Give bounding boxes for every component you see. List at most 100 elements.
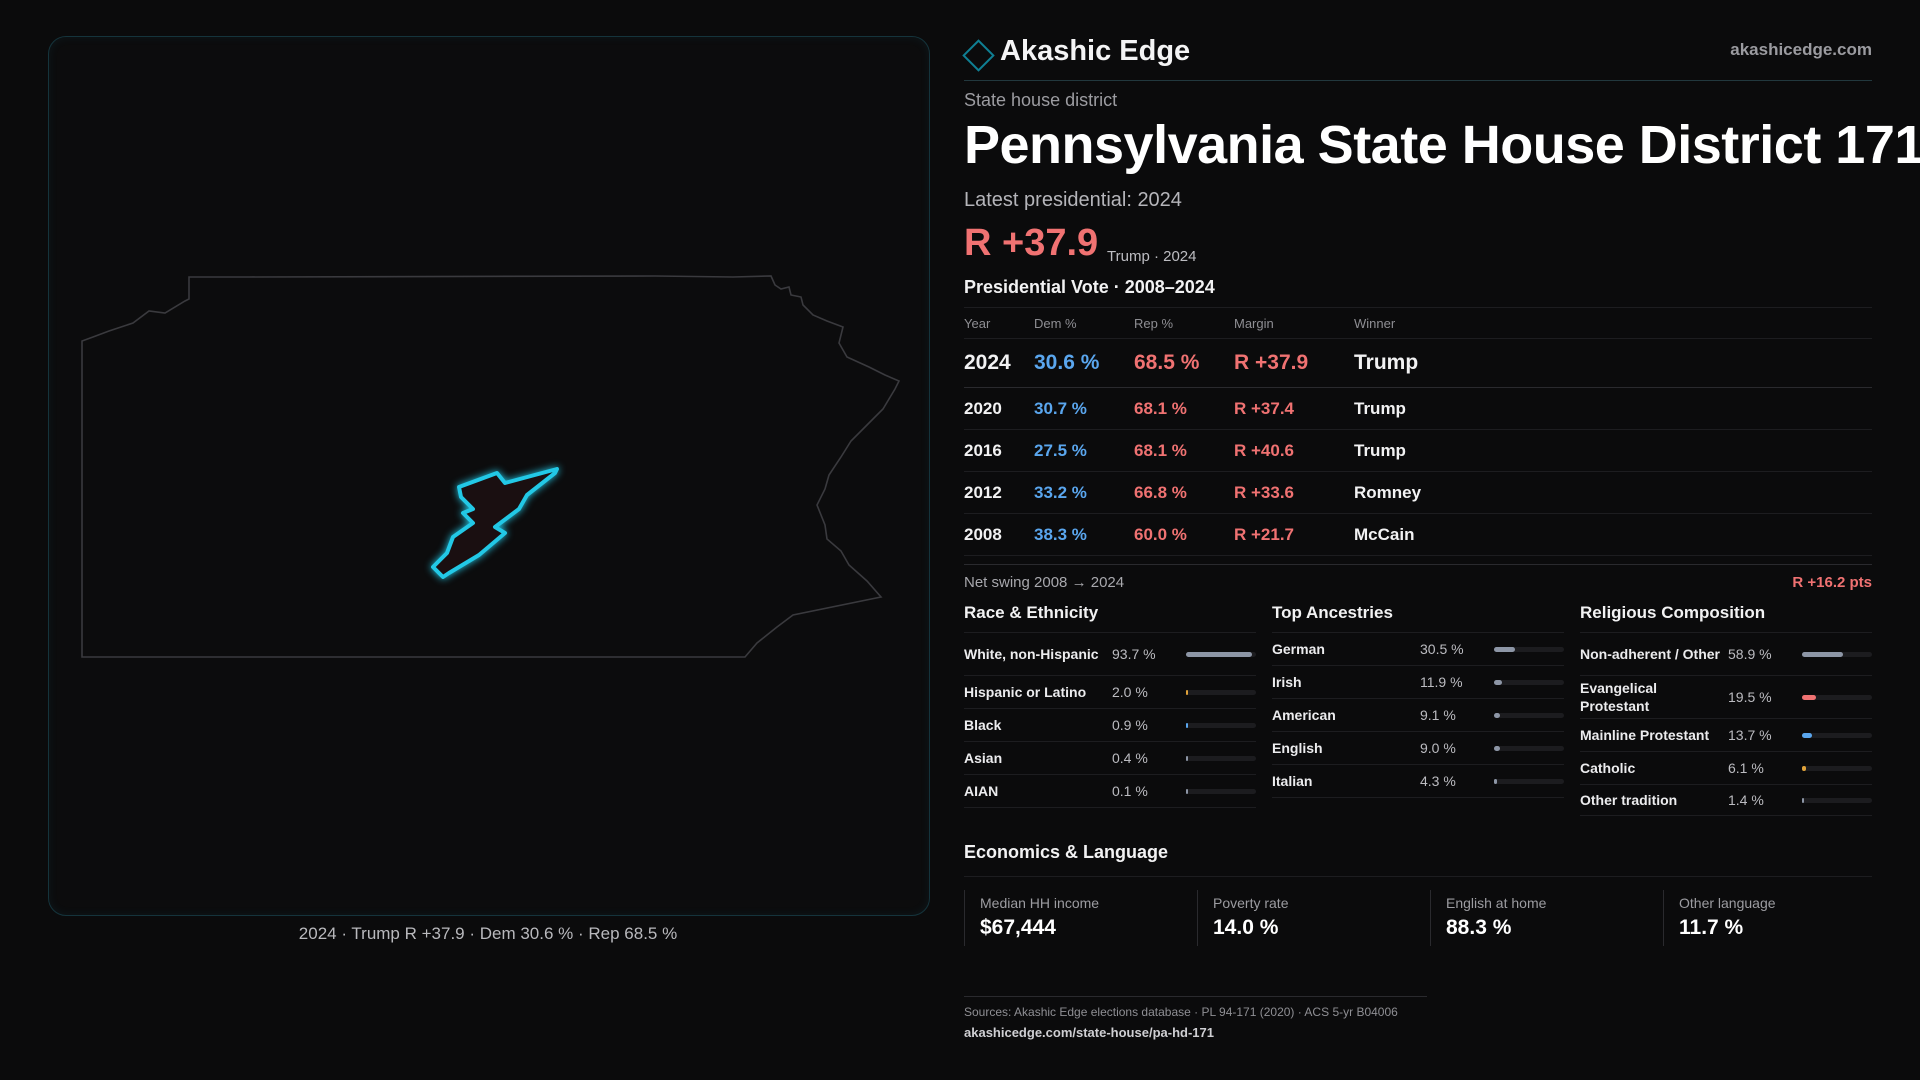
- share-bar-fill: [1802, 695, 1816, 700]
- share-bar: [1186, 652, 1256, 657]
- item-value: 93.7 %: [1112, 646, 1156, 662]
- econ-label: Poverty rate: [1213, 895, 1289, 911]
- cell-dem: 30.7 %: [1034, 398, 1087, 418]
- share-bar-fill: [1494, 647, 1516, 652]
- item-label: German: [1272, 641, 1325, 657]
- share-bar: [1802, 652, 1872, 657]
- item-label: Hispanic or Latino: [964, 684, 1087, 700]
- share-bar-fill: [1494, 680, 1503, 685]
- list-item: Black 0.9 %: [964, 709, 1256, 742]
- cell-rep: 68.1 %: [1134, 440, 1187, 460]
- cell-winner: Trump: [1354, 440, 1406, 460]
- header-rep: Rep %: [1134, 316, 1174, 331]
- header-year: Year: [964, 316, 991, 331]
- table-row: 2020 30.7 % 68.1 % R +37.4 Trump: [964, 388, 1872, 430]
- item-label: Italian: [1272, 773, 1313, 789]
- table-row: 2016 27.5 % 68.1 % R +40.6 Trump: [964, 430, 1872, 472]
- sources-url-link[interactable]: akashicedge.com/state-house/pa-hd-171: [964, 1025, 1214, 1040]
- econ-label: Median HH income: [980, 895, 1100, 911]
- ancestry-section: Top Ancestries German 30.5 % Irish 11.9 % Am…: [1272, 600, 1564, 798]
- pennsylvania-outline: [81, 275, 901, 658]
- cell-dem: 38.3 %: [1034, 524, 1087, 544]
- headline-margin-sub: Trump · 2024: [1107, 248, 1197, 265]
- share-bar: [1186, 690, 1256, 695]
- table-row: 2008 38.3 % 60.0 % R +21.7 McCain: [964, 514, 1872, 556]
- share-bar-fill: [1494, 713, 1501, 718]
- list-item: Catholic 6.1 %: [1580, 752, 1872, 785]
- item-value: 1.4 %: [1728, 792, 1764, 808]
- net-swing-label: Net swing 2008 → 2024: [964, 574, 1125, 591]
- share-bar: [1802, 695, 1872, 700]
- econ-value: 11.7 %: [1679, 916, 1744, 939]
- district-map[interactable]: [49, 37, 929, 915]
- item-value: 2.0 %: [1112, 684, 1148, 700]
- brand-name[interactable]: Akashic Edge: [1000, 35, 1191, 67]
- list-item: Irish 11.9 %: [1272, 666, 1564, 699]
- race-ethnicity-section: Race & Ethnicity White, non-Hispanic 93.7…: [964, 600, 1256, 808]
- item-value: 0.1 %: [1112, 783, 1148, 799]
- list-item: Other tradition 1.4 %: [1580, 785, 1872, 816]
- econ-cell-english: English at home 88.3 %: [1430, 890, 1648, 946]
- cell-margin: R +21.7: [1234, 524, 1295, 544]
- share-bar-fill: [1494, 746, 1501, 751]
- religion-section: Religious Composition Non-adherent / Oth…: [1580, 600, 1872, 816]
- brand-diamond-icon: [962, 39, 995, 72]
- item-value: 30.5 %: [1420, 641, 1464, 657]
- cell-margin: R +37.9: [1234, 351, 1309, 374]
- share-bar-fill: [1802, 652, 1844, 657]
- item-label: Catholic: [1580, 760, 1636, 776]
- cell-year: 2024: [964, 351, 1011, 374]
- share-bar: [1186, 756, 1256, 761]
- sources-text: Sources: Akashic Edge elections database…: [964, 1005, 1398, 1019]
- item-value: 9.0 %: [1420, 740, 1456, 756]
- econ-label: Other language: [1679, 895, 1776, 911]
- item-label: Asian: [964, 750, 1003, 766]
- econ-cell-poverty: Poverty rate 14.0 %: [1197, 890, 1415, 946]
- econ-value: 14.0 %: [1213, 916, 1279, 939]
- religion-title: Religious Composition: [1580, 600, 1872, 633]
- share-bar: [1494, 779, 1564, 784]
- header-margin: Margin: [1234, 316, 1274, 331]
- cell-winner: Romney: [1354, 482, 1422, 502]
- cell-margin: R +33.6: [1234, 482, 1295, 502]
- brand-header: Akashic Edge akashicedge.com: [962, 32, 1872, 81]
- list-item: Italian 4.3 %: [1272, 765, 1564, 798]
- item-label: English: [1272, 740, 1323, 756]
- share-bar: [1186, 723, 1256, 728]
- item-value: 4.3 %: [1420, 773, 1456, 789]
- item-value: 58.9 %: [1728, 646, 1772, 662]
- cell-year: 2016: [964, 440, 1002, 460]
- district-171-shape[interactable]: [431, 467, 559, 579]
- brand-url-link[interactable]: akashicedge.com: [1730, 40, 1872, 59]
- list-item: American 9.1 %: [1272, 699, 1564, 732]
- item-label: Black: [964, 717, 1002, 733]
- net-swing-value: R +16.2 pts: [1792, 574, 1872, 591]
- presidential-vote-table: Year Dem % Rep % Margin Winner 2024 30.6…: [964, 307, 1872, 556]
- cell-dem: 33.2 %: [1034, 482, 1087, 502]
- share-bar-fill: [1802, 798, 1804, 803]
- sources-footer: Sources: Akashic Edge elections database…: [964, 996, 1427, 1040]
- item-label: AIAN: [964, 783, 999, 799]
- share-bar-fill: [1186, 652, 1252, 657]
- share-bar: [1186, 789, 1256, 794]
- item-label: Irish: [1272, 674, 1302, 690]
- list-item: German 30.5 %: [1272, 633, 1564, 666]
- share-bar: [1802, 798, 1872, 803]
- item-value: 9.1 %: [1420, 707, 1456, 723]
- share-bar: [1802, 733, 1872, 738]
- share-bar-fill: [1186, 690, 1188, 695]
- item-label: Non-adherent / Other: [1580, 646, 1721, 662]
- vote-table-title: Presidential Vote · 2008–2024: [964, 277, 1215, 297]
- econ-label: English at home: [1446, 895, 1547, 911]
- econ-cell-income: Median HH income $67,444: [964, 890, 1182, 946]
- list-item: Asian 0.4 %: [964, 742, 1256, 775]
- table-row: 2012 33.2 % 66.8 % R +33.6 Romney: [964, 472, 1872, 514]
- item-value: 6.1 %: [1728, 760, 1764, 776]
- map-panel[interactable]: [48, 36, 930, 916]
- econ-value: 88.3 %: [1446, 916, 1512, 939]
- header-winner: Winner: [1354, 316, 1396, 331]
- item-label: Other tradition: [1580, 792, 1678, 808]
- share-bar: [1802, 766, 1872, 771]
- net-swing: Net swing 2008 → 2024 R +16.2 pts: [964, 564, 1872, 595]
- cell-rep: 68.5 %: [1134, 351, 1200, 374]
